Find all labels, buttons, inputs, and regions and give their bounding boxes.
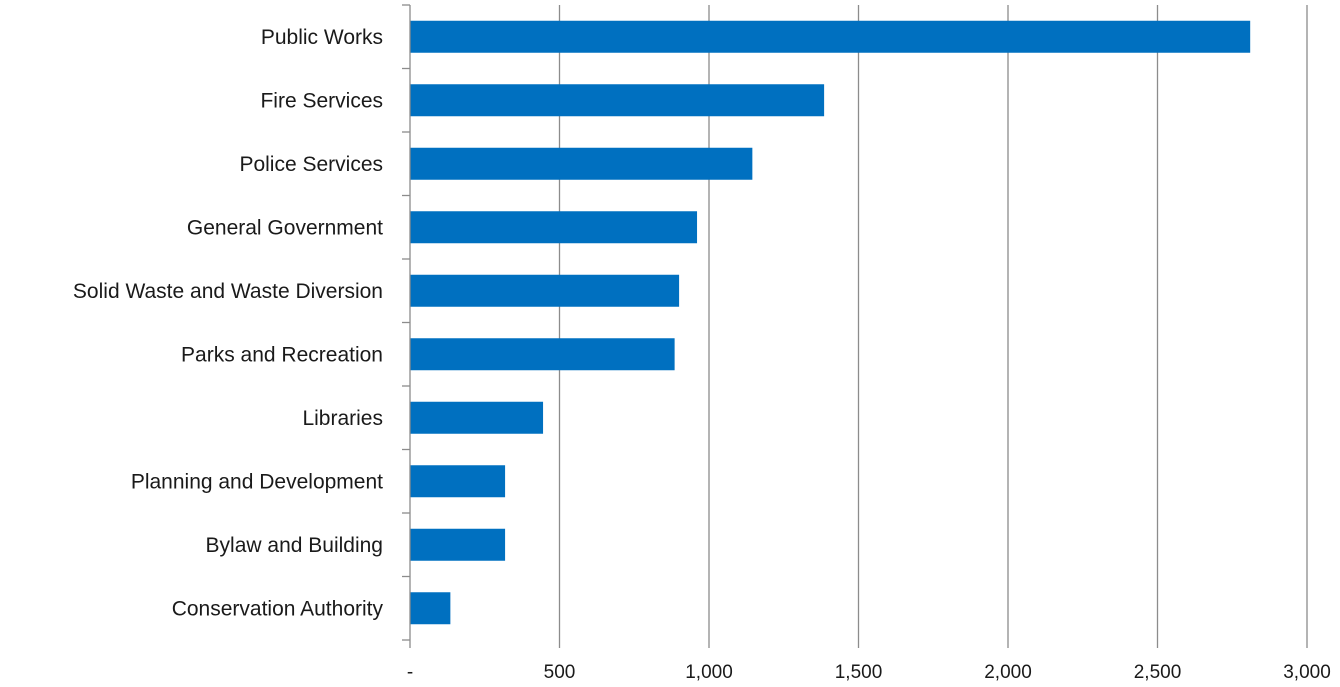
x-tick-label: 500 xyxy=(544,662,576,683)
x-tick-label: 1,500 xyxy=(835,662,883,683)
category-label: Bylaw and Building xyxy=(206,534,383,557)
bar xyxy=(410,401,544,434)
bar xyxy=(410,147,753,180)
category-label: Parks and Recreation xyxy=(181,343,383,366)
x-tick-label: 1,000 xyxy=(685,662,733,683)
bar xyxy=(410,338,675,371)
category-label: Planning and Development xyxy=(131,470,383,493)
x-tick-label: 2,500 xyxy=(1134,662,1182,683)
bar xyxy=(410,528,506,561)
category-label: Public Works xyxy=(261,26,383,49)
x-tick-label: 2,000 xyxy=(984,662,1032,683)
category-label: Police Services xyxy=(239,153,383,176)
category-label: Conservation Authority xyxy=(172,597,384,620)
x-tick-label: 3,000 xyxy=(1283,662,1331,683)
category-label: Solid Waste and Waste Diversion xyxy=(73,280,383,303)
bar xyxy=(410,20,1251,53)
category-label: Libraries xyxy=(302,407,383,430)
category-label: Fire Services xyxy=(260,89,383,112)
category-label: General Government xyxy=(187,216,383,239)
x-tick-label: - xyxy=(407,662,413,683)
axes xyxy=(402,4,411,648)
bar xyxy=(410,592,451,625)
bars xyxy=(410,20,1251,625)
bar xyxy=(410,211,698,244)
labels: - 500 1,000 1,500 2,000 2,500 3,000 Public Work… xyxy=(73,26,1331,683)
bar xyxy=(410,274,680,307)
bar xyxy=(410,84,825,117)
bar xyxy=(410,465,506,498)
